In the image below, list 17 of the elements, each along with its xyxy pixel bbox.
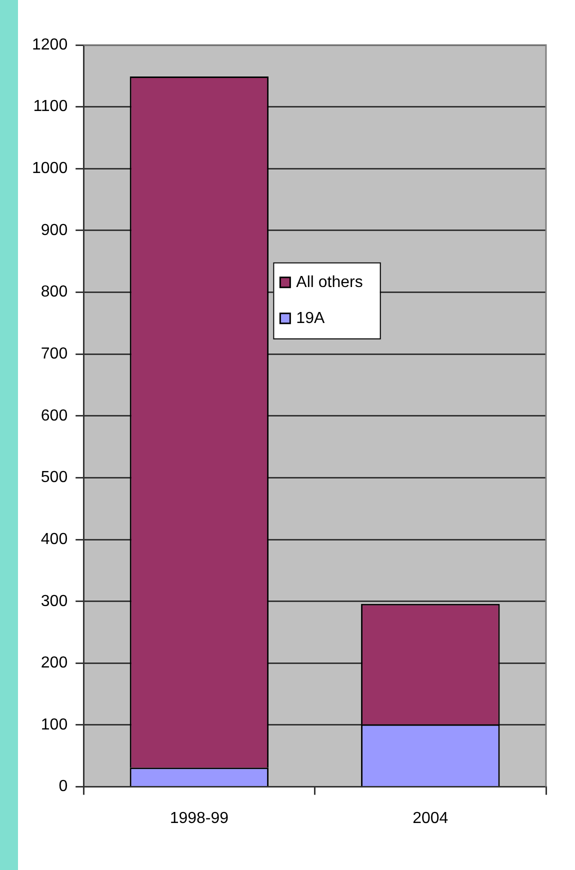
y-tick-label: 700 xyxy=(40,345,68,362)
x-tick-label: 2004 xyxy=(412,810,448,827)
y-tick-label: 800 xyxy=(40,284,68,301)
y-tick-label: 1000 xyxy=(32,160,68,178)
x-tick-label: 1998-99 xyxy=(170,810,229,827)
y-tick-label: 600 xyxy=(40,407,68,424)
y-tick-label: 1200 xyxy=(32,36,68,54)
y-tick-label: 1100 xyxy=(33,98,68,116)
y-tick-label: 0 xyxy=(58,778,68,796)
legend-label: 19A xyxy=(296,310,325,327)
y-tick-label: 200 xyxy=(40,654,68,672)
y-tick-label: 400 xyxy=(40,530,68,548)
legend-label: All others xyxy=(296,274,363,291)
y-tick-label: 500 xyxy=(40,469,68,486)
y-tick-label: 100 xyxy=(40,716,68,734)
y-tick-label: 900 xyxy=(40,222,68,239)
y-tick-label: 300 xyxy=(40,592,68,610)
